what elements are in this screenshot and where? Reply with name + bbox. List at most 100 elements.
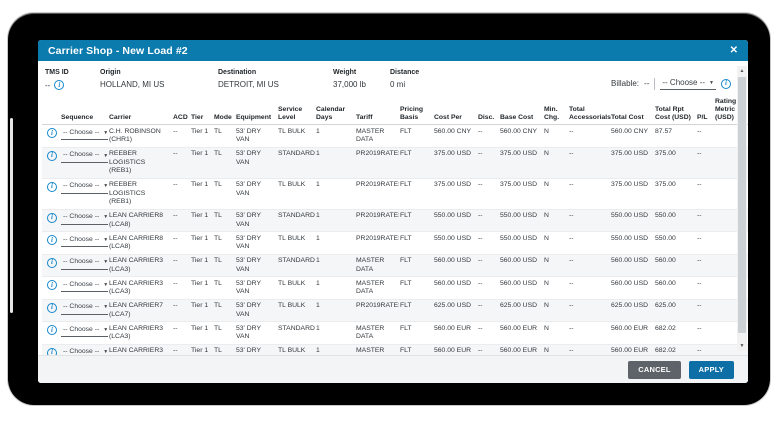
origin-field: Origin HOLLAND, MI US [100,69,218,89]
tariff-cell: MASTER DATA [355,276,399,300]
total-cost-cell: 560.00 CNY [610,124,654,148]
table-row: i -- Choose --▼ LEAN CARRIER3(LCA3) -- T… [42,344,748,355]
distance-label: Distance [390,69,420,76]
carrier-code: (LCA3) [109,288,131,296]
acd-cell: -- [172,254,190,278]
calendar-days-cell: 1 [315,344,355,355]
carrier-cell: REEBER LOGISTICS (REB1) [108,147,172,179]
min-chg-cell: N [543,178,568,210]
cost-per-cell: 560.00 EUR [433,344,477,355]
calendar-days-cell: 1 [315,276,355,300]
apply-button[interactable]: APPLY [688,360,734,379]
carrier-name: LEAN CARRIER3 [109,279,164,287]
acd-cell: -- [172,321,190,345]
frame-glare [10,118,13,313]
billable-value: -- [644,79,650,88]
sequence-dropdown[interactable]: -- Choose -- ▼ [61,325,108,338]
row-info-icon[interactable]: i [47,181,57,192]
calendar-days-cell: 1 [315,254,355,278]
row-info-icon[interactable]: i [47,347,57,355]
disc-cell: -- [477,178,499,210]
total-accessorials-cell: -- [568,178,610,210]
scroll-down-icon[interactable]: ▼ [739,343,745,349]
carrier-cell: LEAN CARRIER8 (LCA8) [108,209,172,233]
disc-cell: -- [477,276,499,300]
total-accessorials-cell: -- [568,321,610,345]
modal-body: TMS ID -- i Origin HOLLAND, MI US Destin… [38,61,748,355]
row-info-icon[interactable]: i [47,212,57,223]
disc-cell: -- [477,344,499,355]
sequence-dropdown[interactable]: -- Choose -- ▼ [61,347,108,355]
sequence-dropdown[interactable]: -- Choose -- ▼ [61,128,108,141]
disc-cell: -- [477,231,499,255]
equipment-cell: 53' DRY VAN [235,124,277,148]
total-rpt-cost-cell: 682.02 [654,344,696,355]
equipment-cell: 53' DRY VAN [235,178,277,210]
header-row: Sequence Carrier ACD Tier Mode Equipment Servi… [42,96,748,126]
sequence-dropdown[interactable]: -- Choose -- ▼ [61,212,108,225]
service-level-cell: STANDARD [277,209,315,233]
billable-dropdown[interactable]: -- Choose -- ▼ [660,77,716,90]
tms-id-info-icon[interactable]: i [54,80,65,90]
total-rpt-cost-cell: 560.00 [654,254,696,278]
sequence-dropdown[interactable]: -- Choose -- ▼ [61,302,108,315]
distance-field: Distance 0 mi [390,69,450,89]
scroll-up-icon[interactable]: ▲ [739,68,745,74]
sequence-dropdown[interactable]: -- Choose -- ▼ [61,150,108,163]
service-level-cell: TL BULK [277,124,315,148]
base-cost-cell: 550.00 USD [499,231,543,255]
disc-cell: -- [477,209,499,233]
column-header: Mode [213,96,235,126]
service-level-cell: STANDARD [277,321,315,345]
column-header: Min. Chg. [543,96,568,126]
base-cost-cell: 625.00 USD [499,299,543,323]
row-info-icon[interactable]: i [47,128,57,139]
sequence-dropdown[interactable]: -- Choose -- ▼ [61,280,108,293]
total-cost-cell: 560.00 EUR [610,321,654,345]
carrier-cell: LEAN CARRIER7 (LCA7) [108,299,172,323]
row-info-icon[interactable]: i [47,302,57,313]
table-row: i -- Choose -- ▼ LEAN CARRIER7 (LCA7) -- T… [42,299,748,323]
total-cost-cell: 560.00 EUR [610,344,654,355]
row-info-icon[interactable]: i [47,280,57,291]
base-cost-cell: 560.00 EUR [499,321,543,345]
base-cost-cell: 375.00 USD [499,178,543,210]
column-header: ACD [172,96,190,126]
acd-cell: -- [172,344,190,355]
mode-cell: TL [213,344,235,355]
mode-cell: TL [213,299,235,323]
total-cost-cell: 625.00 USD [610,299,654,323]
table-row: i -- Choose -- ▼ LEAN CARRIER8 (LCA8) -- T… [42,231,748,255]
sequence-dropdown[interactable]: -- Choose -- ▼ [61,235,108,248]
origin-value: HOLLAND, MI US [100,80,165,89]
equipment-cell: 53' DRY VAN [235,147,277,179]
min-chg-cell: N [543,321,568,345]
carrier-cell: LEAN CARRIER3(LCA3) [108,344,172,355]
row-info-icon[interactable]: i [47,257,57,268]
billable-info-icon[interactable]: i [721,78,731,89]
vertical-scrollbar[interactable]: ▲ ▼ [737,66,747,351]
sequence-dropdown[interactable]: -- Choose -- ▼ [61,257,108,270]
tier-cell: Tier 1 [190,178,213,210]
total-accessorials-cell: -- [568,344,610,355]
pl-cell: -- [696,299,714,323]
min-chg-cell: N [543,299,568,323]
tier-cell: Tier 1 [190,254,213,278]
table-row: i -- Choose -- ▼ REEBER LOGISTICS (REB1) -… [42,147,748,179]
row-info-icon[interactable]: i [47,150,57,161]
row-info-icon[interactable]: i [47,325,57,336]
cancel-button[interactable]: CANCEL [628,360,681,379]
carrier-cell: LEAN CARRIER3(LCA3) [108,254,172,278]
pricing-basis-cell: FLT [399,344,433,355]
row-info-icon[interactable]: i [47,235,57,246]
pricing-basis-cell: FLT [399,209,433,233]
carrier-name: LEAN CARRIER8 [109,212,164,220]
sequence-dropdown[interactable]: -- Choose -- ▼ [61,181,108,194]
chevron-down-icon: ▼ [103,236,108,243]
pricing-basis-cell: FLT [399,147,433,179]
scrollbar-thumb[interactable] [738,77,746,333]
acd-cell: -- [172,276,190,300]
carrier-code: (REB1) [109,198,132,206]
close-icon[interactable]: ✕ [729,44,738,56]
total-cost-cell: 375.00 USD [610,147,654,179]
